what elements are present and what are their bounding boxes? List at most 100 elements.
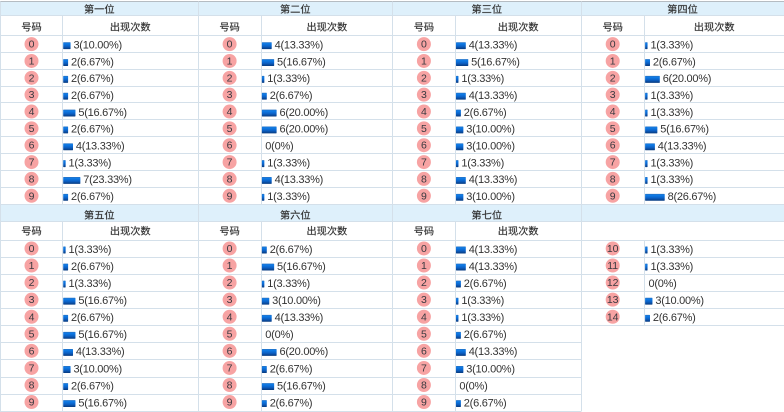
svg-text:8: 8 xyxy=(227,173,233,185)
svg-text:3(10.00%): 3(10.00%) xyxy=(655,295,704,307)
svg-text:2(6.67%): 2(6.67%) xyxy=(464,278,507,290)
svg-text:0(0%): 0(0%) xyxy=(265,141,293,153)
svg-text:2(6.67%): 2(6.67%) xyxy=(71,380,114,392)
svg-text:5: 5 xyxy=(610,123,616,135)
svg-text:4: 4 xyxy=(421,106,427,118)
svg-text:4(13.33%): 4(13.33%) xyxy=(469,346,518,358)
svg-text:8: 8 xyxy=(421,173,427,185)
svg-text:10: 10 xyxy=(607,243,619,255)
svg-text:0: 0 xyxy=(610,39,616,51)
svg-text:9: 9 xyxy=(29,397,35,409)
svg-text:3(10.00%): 3(10.00%) xyxy=(466,363,515,375)
svg-text:3: 3 xyxy=(227,294,233,306)
svg-text:5(16.67%): 5(16.67%) xyxy=(660,124,709,136)
svg-text:6(20.00%): 6(20.00%) xyxy=(280,107,329,119)
svg-text:2(6.67%): 2(6.67%) xyxy=(71,124,114,136)
svg-text:1(3.33%): 1(3.33%) xyxy=(650,107,693,119)
svg-text:1: 1 xyxy=(29,260,35,272)
svg-text:0: 0 xyxy=(421,243,427,255)
svg-text:3(10.00%): 3(10.00%) xyxy=(466,124,515,136)
svg-text:5(16.67%): 5(16.67%) xyxy=(78,329,127,341)
svg-text:7: 7 xyxy=(421,362,427,374)
svg-text:2(6.67%): 2(6.67%) xyxy=(71,191,114,203)
svg-text:7: 7 xyxy=(227,362,233,374)
svg-text:2(6.67%): 2(6.67%) xyxy=(71,312,114,324)
svg-text:0(0%): 0(0%) xyxy=(459,380,487,392)
svg-text:2: 2 xyxy=(29,277,35,289)
svg-text:7(23.33%): 7(23.33%) xyxy=(83,174,132,186)
svg-text:2(6.67%): 2(6.67%) xyxy=(71,56,114,68)
svg-text:4: 4 xyxy=(29,106,35,118)
svg-text:8: 8 xyxy=(421,380,427,392)
svg-text:5: 5 xyxy=(29,328,35,340)
svg-text:2(6.67%): 2(6.67%) xyxy=(464,397,507,409)
svg-text:4(13.33%): 4(13.33%) xyxy=(469,39,518,51)
svg-text:4(13.33%): 4(13.33%) xyxy=(76,141,125,153)
svg-text:4(13.33%): 4(13.33%) xyxy=(275,39,324,51)
svg-text:3: 3 xyxy=(29,294,35,306)
svg-text:7: 7 xyxy=(29,157,35,169)
svg-text:9: 9 xyxy=(227,397,233,409)
svg-text:5(16.67%): 5(16.67%) xyxy=(277,56,326,68)
svg-text:4(13.33%): 4(13.33%) xyxy=(469,90,518,102)
svg-text:9: 9 xyxy=(610,190,616,202)
svg-text:4(13.33%): 4(13.33%) xyxy=(469,174,518,186)
svg-text:4(13.33%): 4(13.33%) xyxy=(469,244,518,256)
svg-text:1(3.33%): 1(3.33%) xyxy=(650,261,693,273)
svg-text:5(16.67%): 5(16.67%) xyxy=(78,107,127,119)
svg-text:4: 4 xyxy=(227,106,233,118)
svg-text:1(3.33%): 1(3.33%) xyxy=(69,244,112,256)
svg-text:4(13.33%): 4(13.33%) xyxy=(658,141,707,153)
svg-text:3(10.00%): 3(10.00%) xyxy=(466,141,515,153)
svg-text:7: 7 xyxy=(29,362,35,374)
svg-text:12: 12 xyxy=(607,277,619,289)
svg-text:1(3.33%): 1(3.33%) xyxy=(650,157,693,169)
svg-text:3(10.00%): 3(10.00%) xyxy=(73,39,122,51)
svg-text:5: 5 xyxy=(29,123,35,135)
svg-text:1(3.33%): 1(3.33%) xyxy=(461,157,504,169)
svg-text:6: 6 xyxy=(421,345,427,357)
svg-text:9: 9 xyxy=(421,397,427,409)
svg-text:1(3.33%): 1(3.33%) xyxy=(650,90,693,102)
svg-text:1(3.33%): 1(3.33%) xyxy=(461,312,504,324)
svg-text:2: 2 xyxy=(227,277,233,289)
svg-text:8(26.67%): 8(26.67%) xyxy=(668,191,717,203)
svg-text:5: 5 xyxy=(227,328,233,340)
svg-text:6: 6 xyxy=(227,140,233,152)
svg-text:1(3.33%): 1(3.33%) xyxy=(650,39,693,51)
svg-text:11: 11 xyxy=(607,260,618,272)
svg-text:2: 2 xyxy=(610,72,616,84)
svg-text:0: 0 xyxy=(227,243,233,255)
svg-text:3: 3 xyxy=(227,89,233,101)
svg-text:3(10.00%): 3(10.00%) xyxy=(466,191,515,203)
svg-text:4: 4 xyxy=(610,106,616,118)
svg-text:9: 9 xyxy=(421,190,427,202)
svg-text:2(6.67%): 2(6.67%) xyxy=(653,312,696,324)
svg-text:4(13.33%): 4(13.33%) xyxy=(76,346,125,358)
svg-text:3(10.00%): 3(10.00%) xyxy=(272,295,321,307)
svg-text:7: 7 xyxy=(227,157,233,169)
svg-text:1(3.33%): 1(3.33%) xyxy=(650,174,693,186)
svg-text:6: 6 xyxy=(29,140,35,152)
svg-text:0: 0 xyxy=(227,39,233,51)
svg-text:0(0%): 0(0%) xyxy=(265,329,293,341)
svg-text:6: 6 xyxy=(421,140,427,152)
svg-text:5(16.67%): 5(16.67%) xyxy=(78,295,127,307)
svg-text:1: 1 xyxy=(227,260,233,272)
svg-text:1: 1 xyxy=(421,55,427,67)
svg-text:1(3.33%): 1(3.33%) xyxy=(69,157,112,169)
svg-text:1(3.33%): 1(3.33%) xyxy=(267,73,310,85)
svg-text:1(3.33%): 1(3.33%) xyxy=(267,157,310,169)
svg-text:2(6.67%): 2(6.67%) xyxy=(71,261,114,273)
svg-text:3: 3 xyxy=(421,89,427,101)
svg-text:1: 1 xyxy=(610,55,616,67)
svg-text:2(6.67%): 2(6.67%) xyxy=(270,363,313,375)
svg-text:3: 3 xyxy=(421,294,427,306)
svg-text:1(3.33%): 1(3.33%) xyxy=(267,278,310,290)
svg-text:1: 1 xyxy=(227,55,233,67)
svg-text:4: 4 xyxy=(29,311,35,323)
svg-text:8: 8 xyxy=(227,380,233,392)
svg-text:5(16.67%): 5(16.67%) xyxy=(277,261,326,273)
svg-text:6(20.00%): 6(20.00%) xyxy=(280,346,329,358)
svg-text:2: 2 xyxy=(421,72,427,84)
